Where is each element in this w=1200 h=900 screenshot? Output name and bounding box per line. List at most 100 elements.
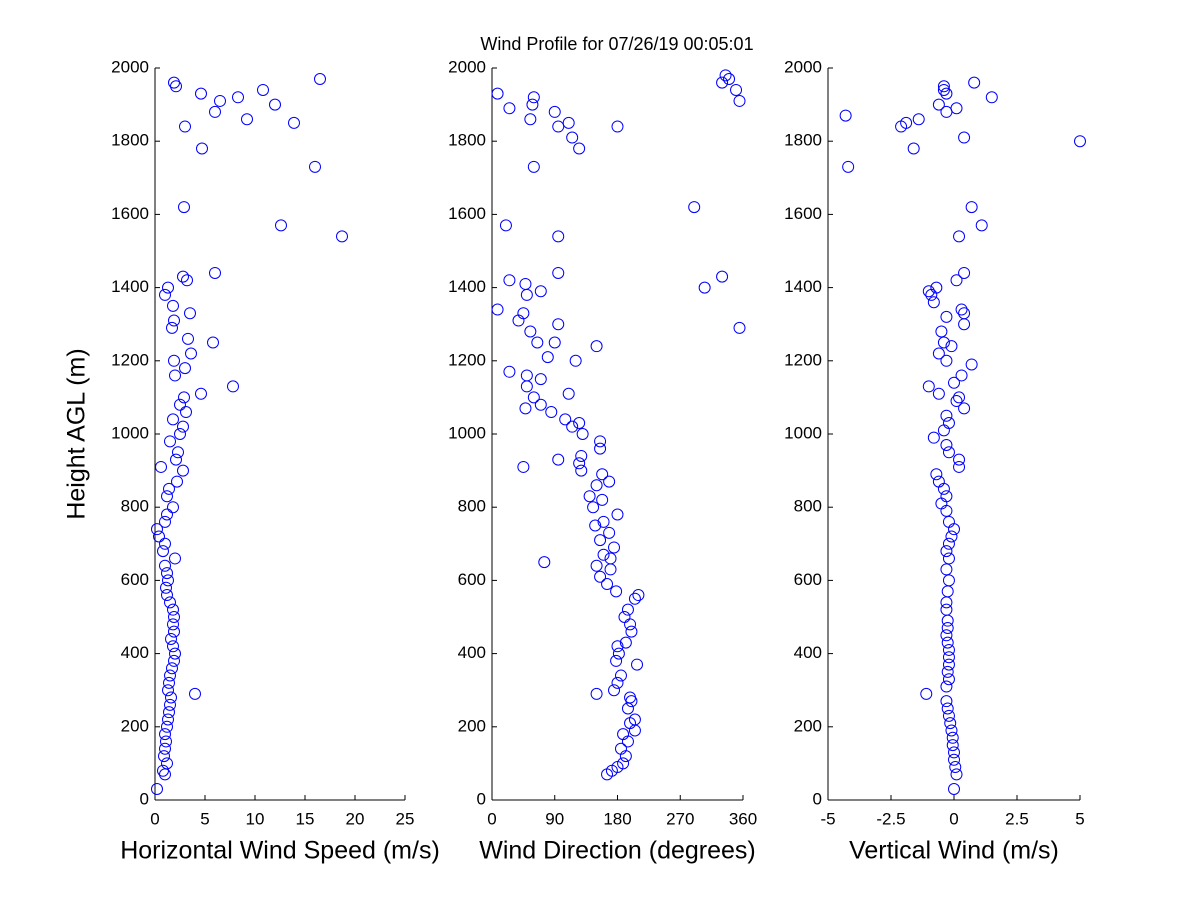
- point: [590, 479, 603, 492]
- point: [594, 442, 607, 455]
- point: [953, 453, 966, 466]
- point: [209, 105, 221, 118]
- point: [169, 552, 181, 565]
- y-tick-label: 600: [458, 570, 486, 589]
- point: [940, 680, 953, 693]
- point: [159, 288, 171, 301]
- y-tick-label: 600: [794, 570, 822, 589]
- point: [733, 94, 746, 107]
- point: [168, 625, 180, 638]
- point: [594, 534, 607, 547]
- point: [625, 625, 638, 638]
- point: [610, 654, 623, 667]
- point: [534, 285, 547, 298]
- point: [167, 603, 179, 616]
- point: [716, 76, 729, 89]
- point: [288, 116, 300, 129]
- point: [158, 750, 170, 763]
- point: [164, 596, 176, 609]
- point: [733, 321, 746, 334]
- point: [942, 515, 955, 528]
- point: [182, 332, 194, 345]
- point: [631, 658, 644, 671]
- y-tick-label: 1800: [448, 131, 486, 150]
- point: [552, 120, 565, 133]
- point: [552, 453, 565, 466]
- point: [166, 321, 178, 334]
- point: [209, 266, 221, 279]
- point: [179, 362, 191, 375]
- point: [161, 508, 173, 521]
- y-tick-label: 1000: [448, 423, 486, 442]
- point: [912, 113, 925, 126]
- x-tick-label: 270: [666, 809, 694, 828]
- point: [941, 621, 954, 634]
- point: [534, 398, 547, 411]
- point: [688, 201, 701, 214]
- point: [590, 340, 603, 353]
- point: [932, 387, 945, 400]
- point: [559, 413, 572, 426]
- point: [922, 285, 935, 298]
- point: [548, 336, 561, 349]
- point: [603, 475, 616, 488]
- point: [165, 632, 177, 645]
- point: [942, 417, 955, 430]
- point: [566, 131, 579, 144]
- point: [172, 446, 184, 459]
- point: [842, 160, 855, 173]
- point: [179, 120, 191, 133]
- point: [937, 83, 950, 96]
- point: [241, 113, 253, 126]
- point: [941, 702, 954, 715]
- point: [520, 369, 533, 382]
- x-tick-label: 5: [200, 809, 209, 828]
- point: [946, 731, 959, 744]
- y-axis-label: Height AGL (m): [63, 348, 91, 519]
- point: [940, 354, 953, 367]
- point: [562, 116, 575, 129]
- point: [167, 618, 179, 631]
- point: [165, 691, 177, 704]
- point: [527, 91, 540, 104]
- y-tick-label: 1200: [111, 350, 149, 369]
- point: [167, 501, 179, 514]
- point: [617, 757, 630, 770]
- point: [839, 109, 852, 122]
- y-tick-label: 2000: [784, 57, 822, 76]
- point: [573, 417, 586, 430]
- point: [942, 552, 955, 565]
- point: [597, 548, 610, 561]
- point: [519, 402, 532, 415]
- point: [562, 387, 575, 400]
- point: [953, 460, 966, 473]
- point: [336, 230, 348, 243]
- point: [617, 728, 630, 741]
- point: [945, 340, 958, 353]
- point: [955, 369, 968, 382]
- point: [937, 80, 950, 93]
- y-tick-label: 200: [121, 716, 149, 735]
- point: [975, 219, 988, 232]
- point: [930, 468, 943, 481]
- point: [940, 438, 953, 451]
- point: [614, 742, 627, 755]
- y-tick-label: 200: [794, 716, 822, 735]
- y-tick-label: 1200: [784, 350, 822, 369]
- point: [184, 307, 196, 320]
- point: [611, 508, 624, 521]
- y-tick-label: 1400: [448, 277, 486, 296]
- point: [232, 91, 244, 104]
- point: [935, 325, 948, 338]
- point: [159, 728, 171, 741]
- point: [162, 713, 174, 726]
- point: [942, 574, 955, 587]
- x-tick-label: -5: [820, 809, 835, 828]
- point: [946, 739, 959, 752]
- point: [517, 460, 530, 473]
- point: [169, 369, 181, 382]
- point: [164, 669, 176, 682]
- point: [160, 735, 172, 748]
- point: [169, 647, 181, 660]
